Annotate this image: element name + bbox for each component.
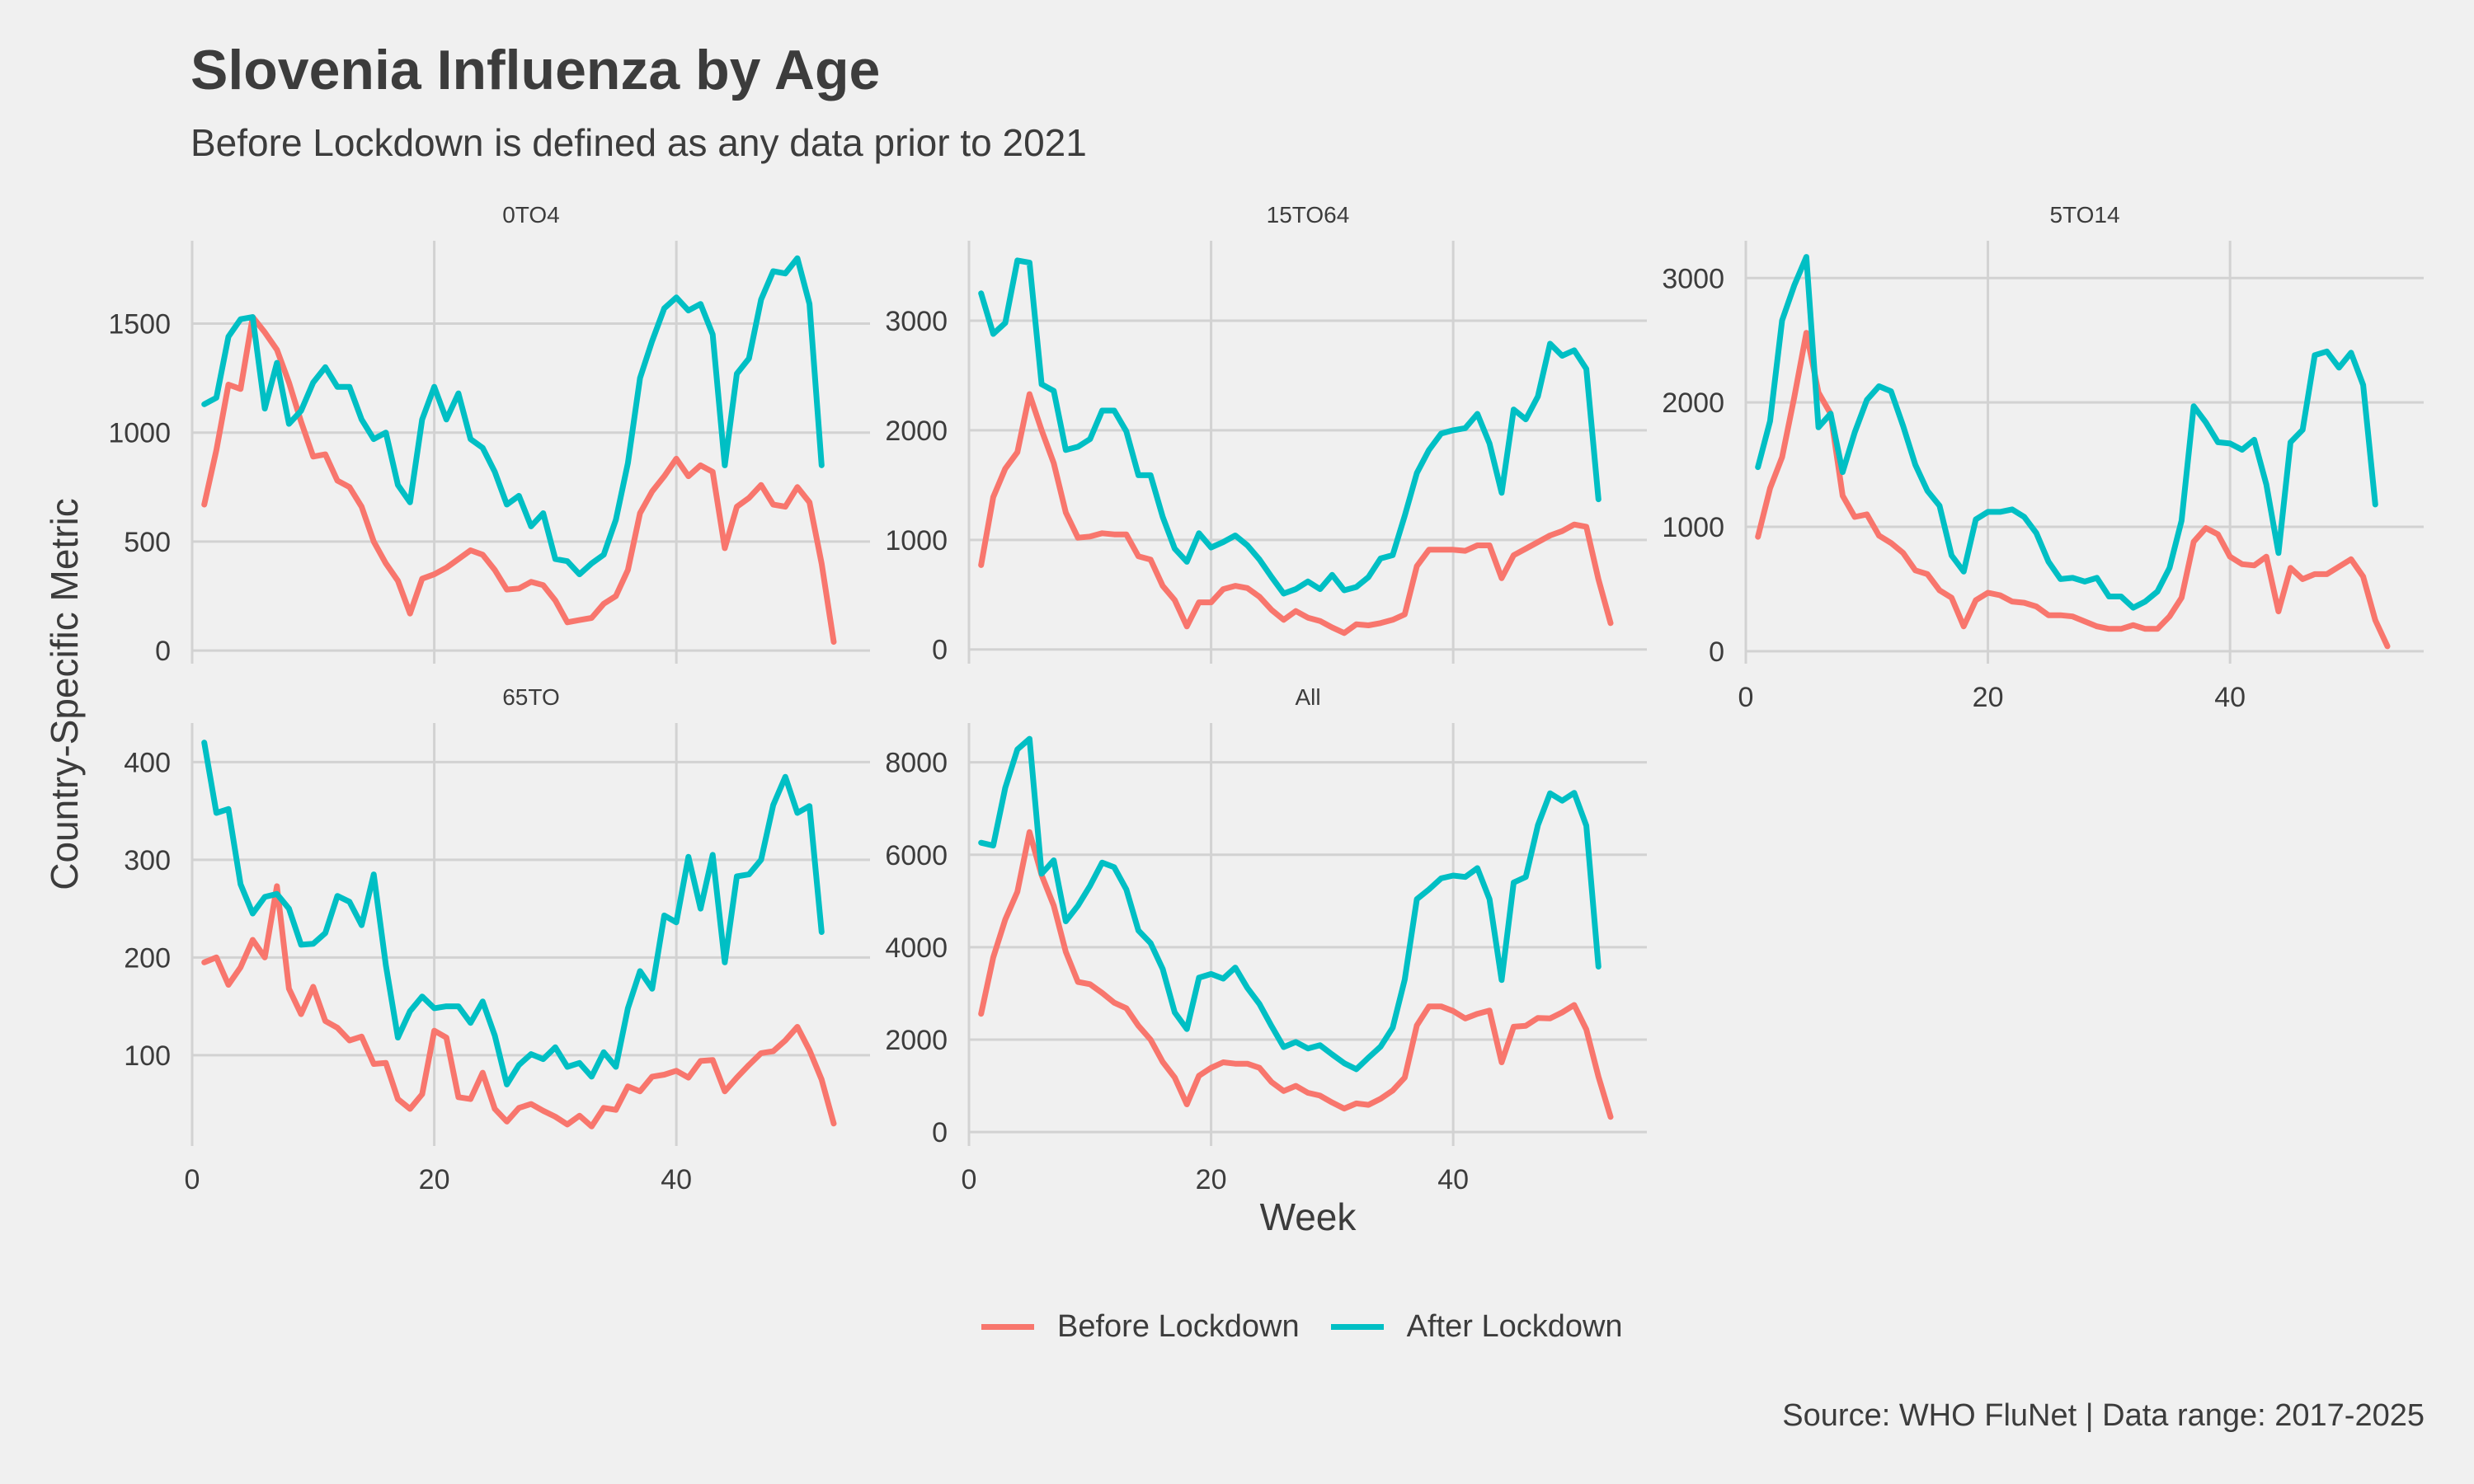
legend: Before Lockdown After Lockdown: [981, 1309, 1654, 1345]
y-tick-label: 400: [124, 747, 171, 778]
series-line-5to14-after: [1755, 254, 2378, 611]
x-tick-label: 0: [185, 1164, 200, 1195]
x-tick-label: 20: [419, 1164, 450, 1195]
y-tick-label: 300: [124, 845, 171, 876]
y-tick-label: 3000: [885, 306, 948, 337]
facet-label-65to: 65TO: [502, 684, 560, 710]
facet-label-5to14: 5TO14: [2049, 202, 2119, 228]
series-line-15to64-after: [978, 257, 1602, 597]
facet-label-all: All: [1295, 684, 1320, 710]
series-line-all-after: [978, 735, 1602, 1073]
y-tick-label: 500: [124, 527, 171, 558]
x-tick-label: 0: [962, 1164, 977, 1195]
legend-key-after: [1330, 1324, 1384, 1330]
x-tick-label: 0: [1738, 682, 1754, 713]
chart-title: Slovenia Influenza by Age: [190, 39, 881, 101]
y-tick-label: 6000: [885, 840, 948, 871]
y-tick-label: 4000: [885, 932, 948, 964]
y-tick-label: 0: [155, 636, 171, 667]
chart-caption: Source: WHO FluNet | Data range: 2017-20…: [1782, 1398, 2425, 1433]
y-tick-label: 3000: [1662, 263, 1724, 294]
legend-label-before: Before Lockdown: [1057, 1309, 1300, 1344]
series-line-65to-before: [201, 883, 837, 1129]
x-tick-label: 20: [1196, 1164, 1227, 1195]
x-tick-label: 40: [1437, 1164, 1469, 1195]
y-tick-label: 100: [124, 1040, 171, 1072]
y-tick-label: 0: [1709, 636, 1724, 668]
x-axis-title: Week: [1260, 1195, 1357, 1238]
x-tick-label: 40: [661, 1164, 692, 1195]
y-tick-label: 1000: [108, 418, 171, 449]
legend-label-after: After Lockdown: [1406, 1309, 1623, 1344]
y-tick-label: 2000: [1662, 387, 1724, 419]
y-tick-label: 8000: [885, 748, 948, 779]
x-tick-label: 40: [2214, 682, 2246, 713]
y-tick-label: 1000: [1662, 512, 1724, 543]
facet-label-0to4: 0TO4: [502, 202, 560, 228]
y-tick-label: 2000: [885, 416, 948, 447]
legend-item-before: Before Lockdown: [981, 1309, 1300, 1345]
facet-label-15to64: 15TO64: [1267, 202, 1350, 228]
series-line-all-before: [978, 829, 1614, 1120]
y-tick-label: 2000: [885, 1025, 948, 1056]
y-tick-label: 0: [932, 1117, 948, 1148]
series-line-0to4-before: [201, 314, 837, 646]
series-line-15to64-before: [978, 391, 1614, 636]
y-axis-title: Country-Specific Metric: [43, 498, 86, 890]
legend-key-before: [981, 1324, 1034, 1330]
chart-subtitle: Before Lockdown is defined as any data p…: [190, 121, 1087, 164]
x-tick-label: 20: [1973, 682, 2004, 713]
series-line-65to-after: [201, 740, 825, 1087]
y-tick-label: 1500: [108, 308, 171, 340]
legend-item-after: After Lockdown: [1330, 1309, 1623, 1345]
y-tick-label: 0: [932, 635, 948, 666]
y-tick-label: 1000: [885, 525, 948, 556]
series-line-5to14-before: [1755, 330, 2391, 650]
series-line-0to4-after: [201, 255, 825, 578]
y-tick-label: 200: [124, 942, 171, 974]
